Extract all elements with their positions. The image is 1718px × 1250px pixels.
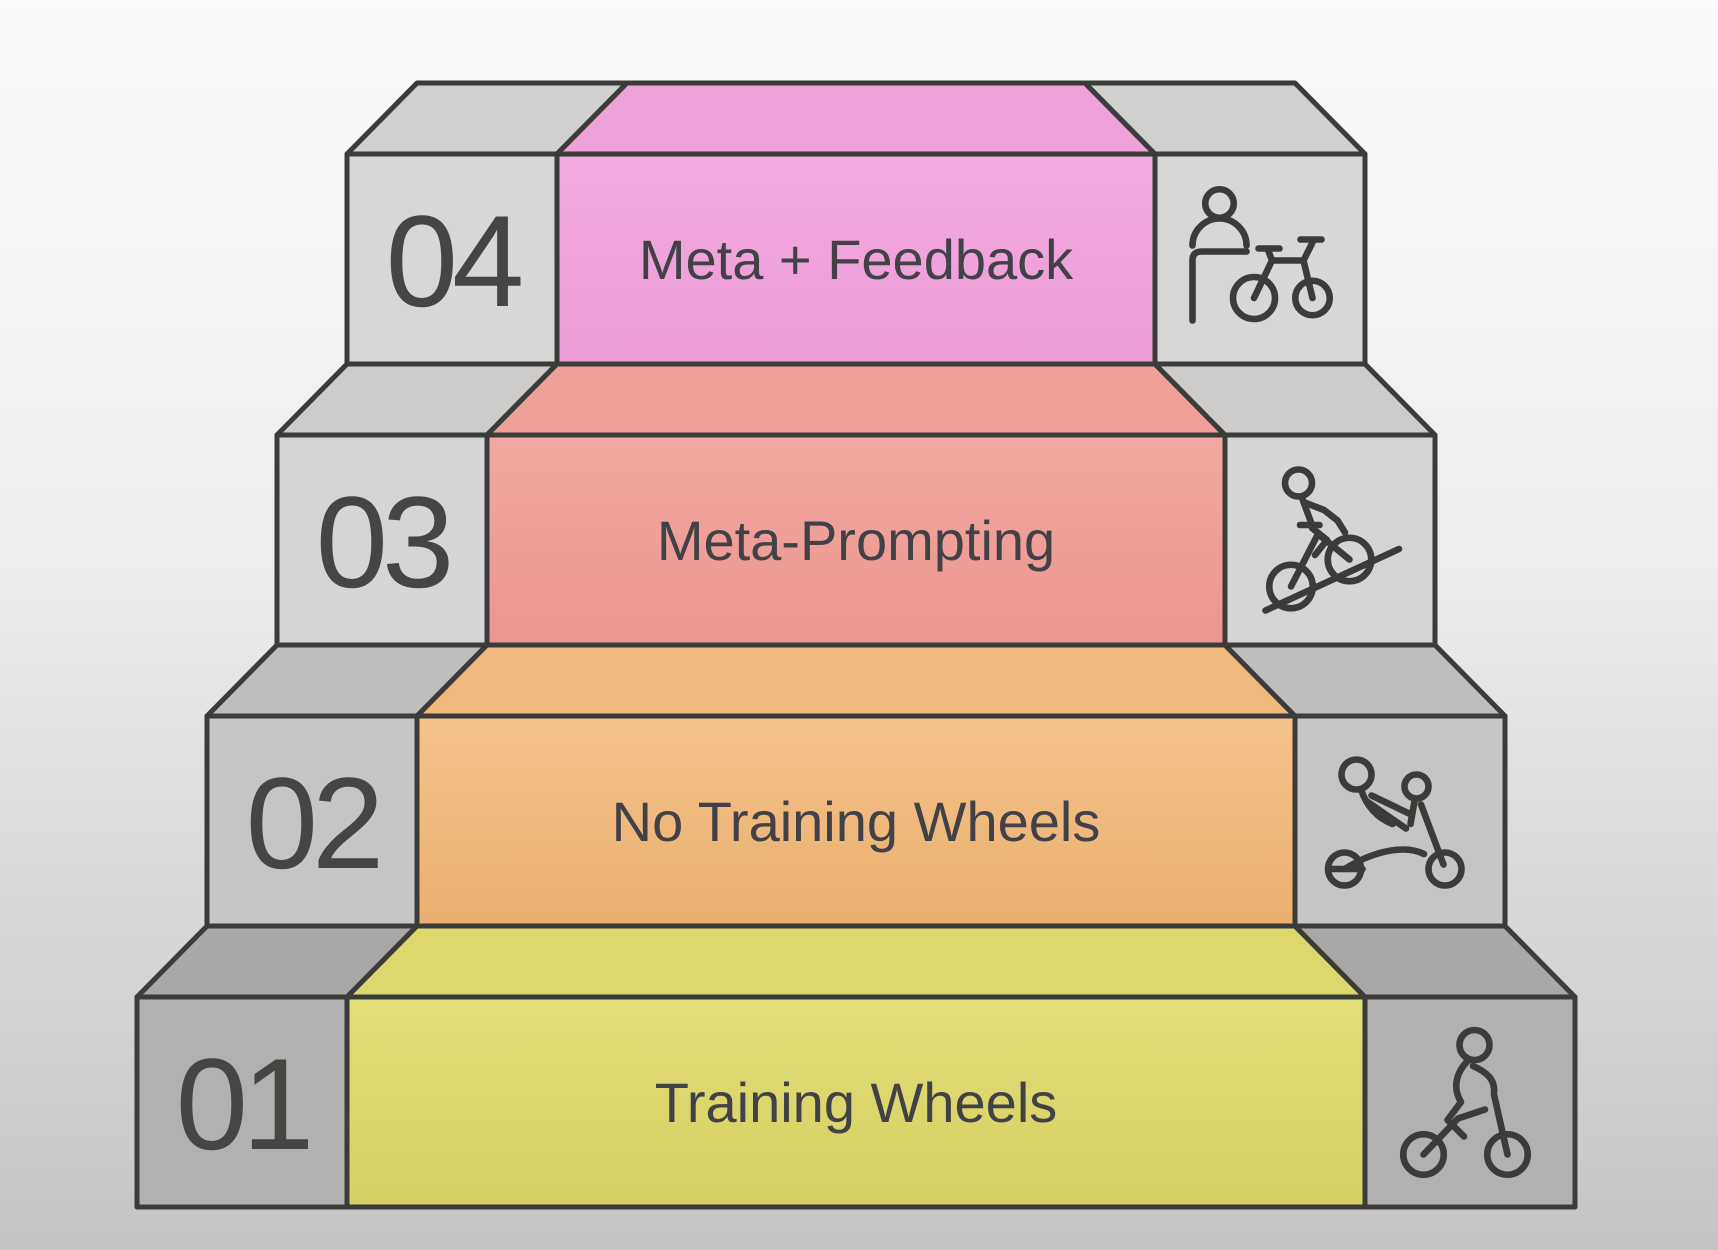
step-03: 03 Meta-Prompting [274,361,1438,648]
step-01-top-center-face [344,923,1368,1000]
step-03-number-box [274,432,490,648]
step-01: 01 Training Wheels [134,923,1578,1210]
cyclist-riding-icon [1399,1026,1532,1179]
adult-helping-child-bike-icon [1324,756,1465,889]
step-02-label: No Training Wheels [612,790,1101,853]
step-02: 02 No Training Wheels [204,642,1508,929]
step-01-label: Training Wheels [655,1071,1058,1134]
step-01-label-panel [344,994,1368,1210]
step-04-top-center-face [554,80,1158,157]
step-04-label: Meta + Feedback [639,228,1074,291]
step-02-label-panel [414,713,1298,929]
staircase: 04 Meta + Feedback 03 Meta-Prompting [134,80,1578,1210]
step-03-top-center-face [484,361,1228,438]
step-02-number: 02 [246,750,379,896]
cyclist-downhill-icon [1262,466,1403,614]
step-04-number: 04 [386,188,521,334]
step-03-number: 03 [316,469,449,615]
step-04-icon-box [1152,151,1368,367]
step-02-number-box [204,713,420,929]
step-01-number-box [134,994,350,1210]
step-01-number: 01 [176,1031,309,1177]
step-03-label: Meta-Prompting [657,509,1055,572]
step-04: 04 Meta + Feedback [344,80,1368,367]
step-03-label-panel [484,432,1228,648]
step-02-top-center-face [414,642,1298,719]
step-04-label-panel [554,151,1158,367]
person-standing-with-bike-icon [1189,185,1334,324]
